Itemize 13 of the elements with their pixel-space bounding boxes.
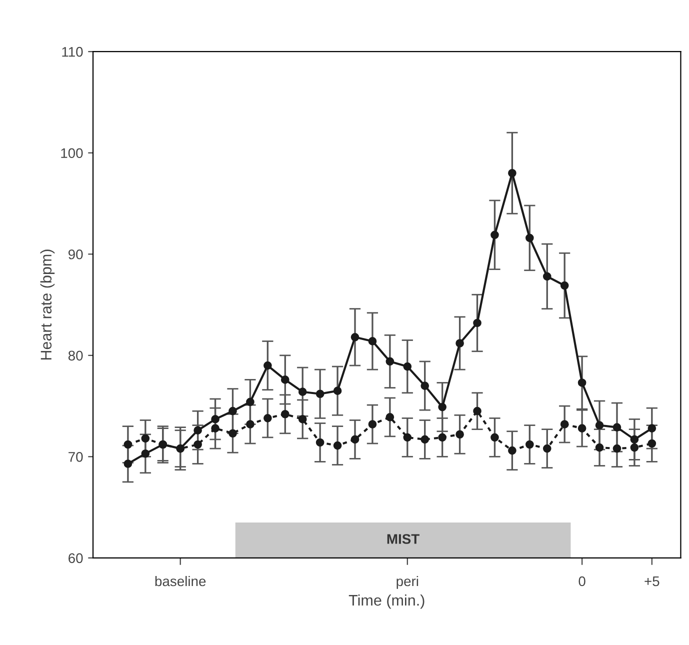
y-tick-label: 110 bbox=[62, 46, 83, 57]
x-tick-label: 0 bbox=[578, 576, 586, 586]
annotation: MIST bbox=[387, 534, 420, 544]
x-tick-label: peri bbox=[396, 576, 418, 589]
x-tick-label: +5 bbox=[644, 576, 660, 586]
y-tick-label: 70 bbox=[68, 452, 83, 462]
y-tick-label: 80 bbox=[68, 350, 83, 361]
y-tick-label: 100 bbox=[61, 148, 83, 158]
x-axis-title: Time (min.) bbox=[348, 594, 424, 609]
y-tick-label: 90 bbox=[68, 249, 83, 260]
y-axis-title: Heart rate (bpm) bbox=[40, 250, 55, 360]
x-tick-label: baseline bbox=[155, 576, 206, 586]
y-tick-label: 60 bbox=[68, 553, 83, 564]
